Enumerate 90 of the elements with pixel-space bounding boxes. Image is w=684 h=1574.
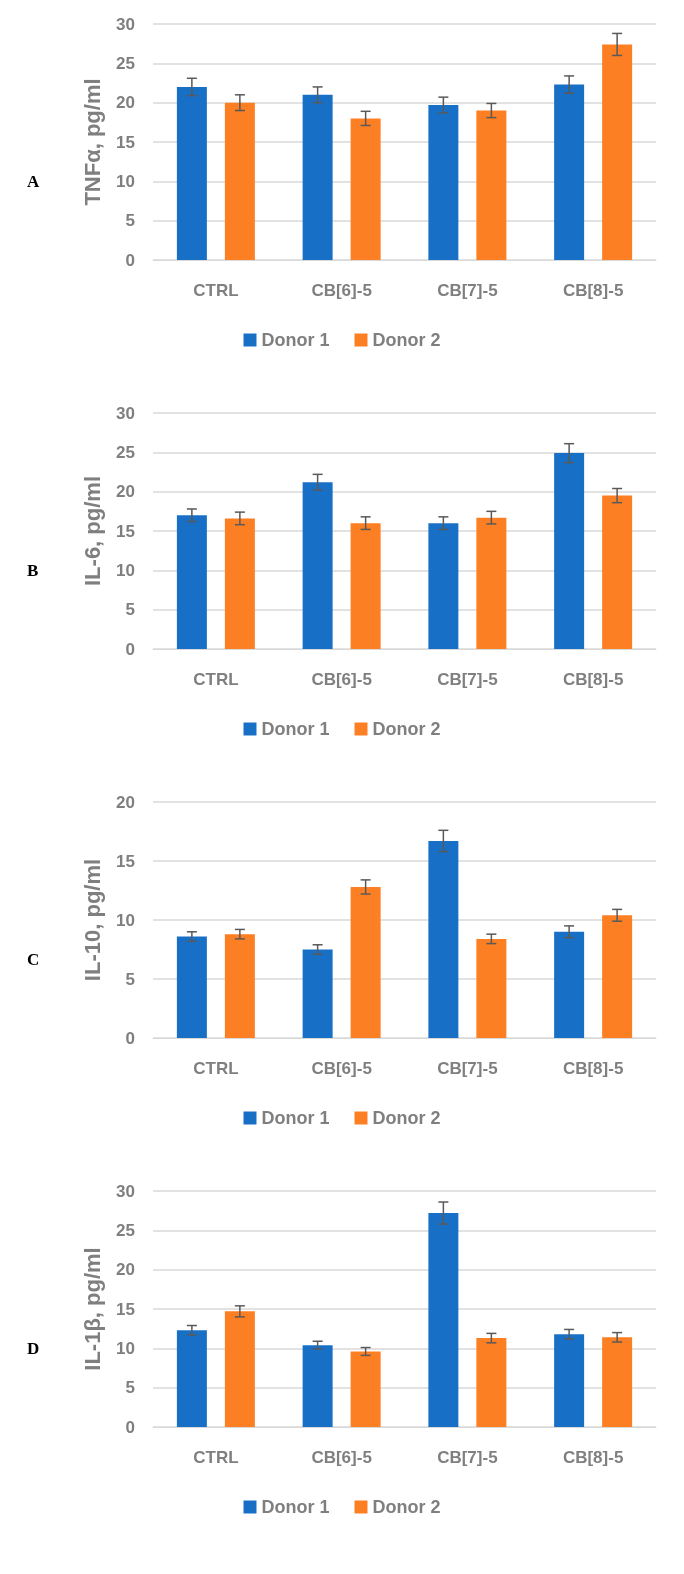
y-tick-label: 10 bbox=[116, 560, 135, 580]
y-tick-label: 25 bbox=[116, 53, 135, 73]
y-tick-label: 5 bbox=[125, 600, 135, 620]
y-tick-label: 20 bbox=[116, 482, 135, 502]
x-tick-label: CB[6]-5 bbox=[311, 281, 372, 300]
y-tick-label: 30 bbox=[116, 403, 135, 423]
x-tick-label: CB[8]-5 bbox=[562, 670, 624, 689]
bar bbox=[428, 840, 459, 1038]
y-tick-label: 25 bbox=[116, 442, 135, 462]
y-axis-title: IL-1β, pg/ml bbox=[79, 1247, 105, 1371]
legend-label: Donor 2 bbox=[372, 330, 441, 350]
y-tick-label: 15 bbox=[116, 851, 135, 871]
bar bbox=[176, 515, 207, 649]
bar bbox=[350, 1351, 381, 1427]
bar bbox=[302, 1345, 333, 1427]
y-tick-label: 5 bbox=[125, 969, 135, 989]
bar bbox=[224, 102, 255, 260]
y-tick-label: 20 bbox=[116, 792, 135, 812]
x-tick-label: CB[7]-5 bbox=[437, 1448, 498, 1467]
y-tick-label: 0 bbox=[125, 1417, 135, 1437]
x-tick-label: CB[6]-5 bbox=[311, 1448, 372, 1467]
x-tick-label: CB[6]-5 bbox=[311, 670, 372, 689]
y-tick-label: 5 bbox=[125, 1378, 135, 1398]
x-tick-label: CB[8]-5 bbox=[562, 1448, 624, 1467]
y-tick-label: 30 bbox=[116, 1181, 135, 1201]
legend-label: Donor 2 bbox=[372, 1497, 441, 1517]
x-tick-label: CB[6]-5 bbox=[311, 1059, 372, 1078]
x-tick-label: CTRL bbox=[193, 1448, 239, 1467]
text: C bbox=[27, 950, 40, 969]
x-tick-label: CTRL bbox=[193, 1059, 239, 1078]
bar bbox=[224, 1311, 255, 1427]
y-tick-label: 30 bbox=[116, 14, 135, 34]
bar bbox=[224, 518, 255, 649]
text: D bbox=[27, 1339, 40, 1358]
bar bbox=[554, 453, 585, 649]
bar bbox=[350, 118, 381, 260]
text: B bbox=[27, 561, 39, 580]
bar bbox=[176, 86, 207, 260]
x-tick-label: CTRL bbox=[193, 670, 239, 689]
x-tick-label: CTRL bbox=[193, 281, 239, 300]
y-tick-label: 25 bbox=[116, 1220, 135, 1240]
bar bbox=[302, 94, 333, 260]
bar bbox=[602, 495, 633, 649]
y-axis-title: IL-6, pg/ml bbox=[79, 476, 105, 586]
bar bbox=[476, 938, 507, 1038]
bar bbox=[476, 517, 507, 649]
bar bbox=[302, 482, 333, 649]
bar bbox=[476, 1338, 507, 1427]
y-tick-label: 0 bbox=[125, 1028, 135, 1048]
legend-label: Donor 1 bbox=[261, 330, 330, 350]
y-axis-title: TNFα, pg/ml bbox=[79, 78, 105, 206]
y-tick-label: 0 bbox=[125, 250, 135, 270]
legend-label: Donor 2 bbox=[372, 719, 441, 739]
legend-label: Donor 1 bbox=[261, 719, 330, 739]
bar bbox=[428, 1213, 459, 1427]
bar bbox=[602, 44, 633, 260]
bar bbox=[350, 886, 381, 1038]
y-tick-label: 0 bbox=[125, 639, 135, 659]
legend-label: Donor 1 bbox=[261, 1108, 330, 1128]
x-tick-label: CB[8]-5 bbox=[562, 1059, 624, 1078]
bar bbox=[554, 931, 585, 1038]
y-tick-label: 10 bbox=[116, 1338, 135, 1358]
y-tick-label: 10 bbox=[116, 171, 135, 191]
x-tick-label: CB[7]-5 bbox=[437, 281, 498, 300]
bar bbox=[476, 110, 507, 260]
y-axis-title: IL-10, pg/ml bbox=[79, 858, 105, 982]
y-tick-label: 15 bbox=[116, 132, 135, 152]
x-tick-label: CB[7]-5 bbox=[437, 1059, 498, 1078]
legend-label: Donor 1 bbox=[261, 1497, 330, 1517]
bar bbox=[176, 936, 207, 1038]
bar bbox=[602, 1337, 633, 1427]
bar bbox=[428, 105, 459, 260]
text: A bbox=[27, 172, 40, 191]
y-tick-label: 15 bbox=[116, 1299, 135, 1319]
y-tick-label: 20 bbox=[116, 1260, 135, 1280]
legend-label: Donor 2 bbox=[372, 1108, 441, 1128]
bar bbox=[554, 1334, 585, 1427]
bar bbox=[176, 1330, 207, 1427]
y-tick-label: 10 bbox=[116, 910, 135, 930]
y-tick-label: 20 bbox=[116, 93, 135, 113]
y-tick-label: 15 bbox=[116, 521, 135, 541]
bar bbox=[602, 915, 633, 1038]
x-tick-label: CB[8]-5 bbox=[562, 281, 624, 300]
y-tick-label: 5 bbox=[125, 211, 135, 231]
x-tick-label: CB[7]-5 bbox=[437, 670, 498, 689]
bar bbox=[428, 523, 459, 649]
bar bbox=[302, 949, 333, 1038]
bar bbox=[350, 523, 381, 649]
bar bbox=[224, 934, 255, 1038]
bar bbox=[554, 84, 585, 260]
